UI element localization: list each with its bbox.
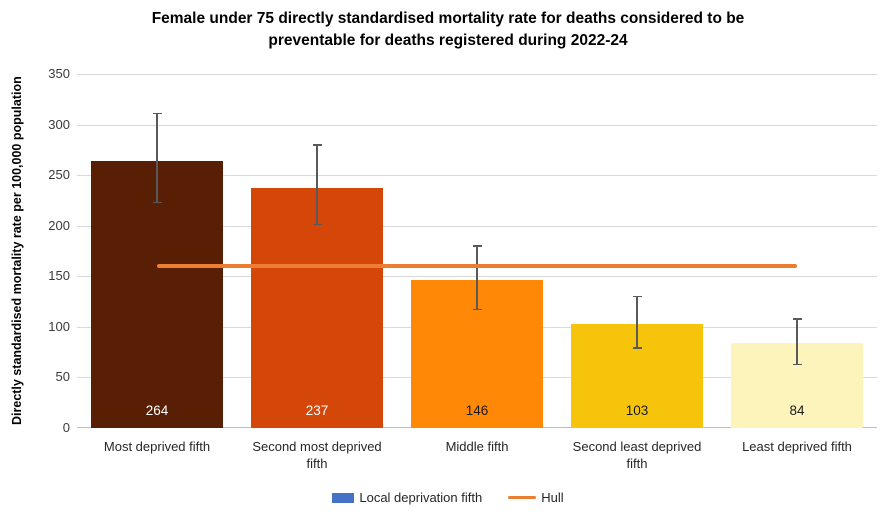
y-tick-350: 350 <box>48 66 70 81</box>
gridline-200 <box>77 225 877 227</box>
error-bar-cap <box>472 308 482 311</box>
error-bar-cap <box>632 295 642 298</box>
legend-item-deprivation: Local deprivation fifth <box>332 490 482 505</box>
legend: Local deprivation fifth Hull <box>0 490 896 505</box>
y-axis-ticks: 0 50 100 150 200 250 300 350 <box>0 66 70 435</box>
legend-label-deprivation: Local deprivation fifth <box>359 490 483 505</box>
chart-title: Female under 75 directly standardised mo… <box>0 8 896 52</box>
plot-area: 264 237 146 103 84 <box>77 74 877 428</box>
error-bar <box>156 113 158 203</box>
y-tick-300: 300 <box>48 116 70 132</box>
legend-swatch-deprivation <box>332 492 355 503</box>
error-bar-cap <box>312 144 322 146</box>
legend-line-swatch-hull <box>508 495 537 500</box>
error-bar-cap <box>472 245 482 247</box>
y-tick-100: 100 <box>48 318 70 334</box>
x-axis-label: Second least deprived fifth <box>572 439 702 471</box>
bar-value-label: 84 <box>789 403 805 418</box>
error-bar-cap <box>152 201 162 204</box>
error-bar <box>476 245 478 310</box>
chart-title-line1: Female under 75 directly standardised mo… <box>151 10 745 27</box>
error-bar-cap <box>312 223 322 226</box>
error-bar-cap <box>152 112 162 115</box>
hull-line <box>157 264 797 269</box>
y-tick-150: 150 <box>48 268 70 284</box>
bar-value-label: 103 <box>625 403 649 418</box>
error-bar <box>796 318 798 365</box>
bar-1 <box>91 160 223 428</box>
x-axis-labels: Most deprived fifth Second most deprived … <box>77 438 877 482</box>
x-axis-label: Most deprived fifth <box>103 439 211 454</box>
error-bar <box>636 296 638 349</box>
gridline-250 <box>77 175 877 177</box>
x-axis-label: Middle fifth <box>445 439 509 454</box>
x-axis-label: Second most deprived fifth <box>252 439 382 471</box>
chart-title-line2: preventable for deaths registered during… <box>268 32 628 49</box>
error-bar <box>316 144 318 225</box>
gridline-350 <box>77 74 877 75</box>
bar-value-label: 237 <box>305 403 329 418</box>
legend-item-hull: Hull <box>508 490 564 505</box>
legend-label-hull: Hull <box>541 490 564 505</box>
x-axis-label: Least deprived fifth <box>742 439 852 454</box>
bar-2 <box>251 188 383 428</box>
error-bar-cap <box>792 363 802 366</box>
error-bar-cap <box>792 318 802 320</box>
gridline-300 <box>77 124 877 126</box>
y-tick-250: 250 <box>48 167 70 183</box>
bar-value-label: 146 <box>465 403 489 418</box>
error-bar-cap <box>632 347 642 349</box>
bar-value-label: 264 <box>145 403 169 418</box>
y-tick-0: 0 <box>62 420 70 435</box>
y-tick-50: 50 <box>55 369 70 385</box>
y-tick-200: 200 <box>48 217 70 233</box>
